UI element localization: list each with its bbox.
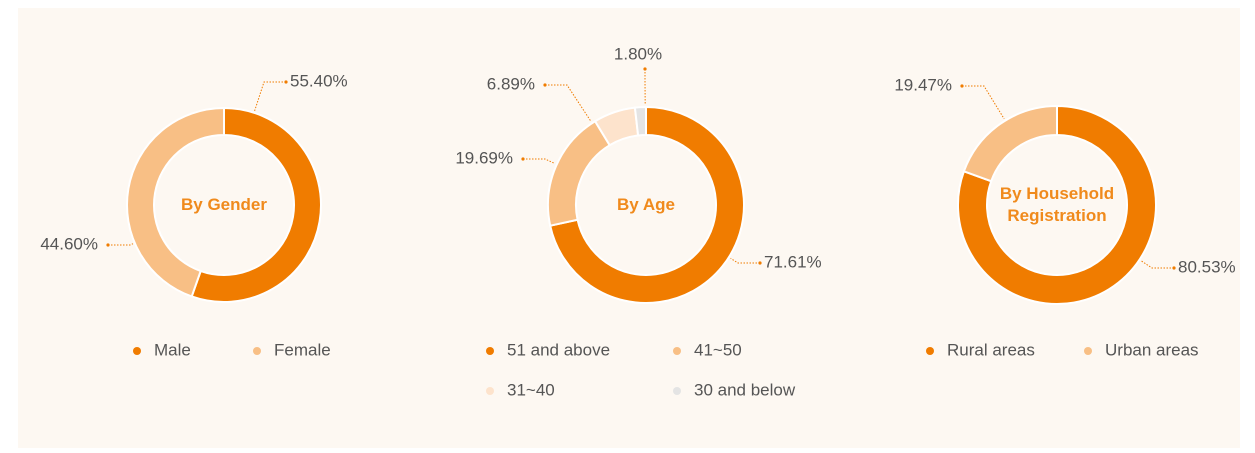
- leader-dot: [543, 83, 547, 87]
- legend-dot: [253, 347, 261, 355]
- leader-line: [1140, 260, 1174, 269]
- legend-label: 31~40: [507, 380, 555, 399]
- donut-title: By Gender: [181, 195, 267, 214]
- leader-dot: [106, 243, 110, 247]
- value-label: 19.69%: [455, 148, 513, 167]
- legend-dot: [1084, 347, 1092, 355]
- donut-segment: [190, 106, 322, 303]
- legend-label: 51 and above: [507, 340, 610, 359]
- leader-dot: [521, 157, 525, 161]
- leader-line: [108, 243, 134, 246]
- leader-line: [730, 257, 760, 264]
- panel: [18, 8, 1240, 448]
- leader-dot: [284, 80, 288, 84]
- legend-dot: [486, 347, 494, 355]
- donut-segment: [633, 105, 647, 137]
- value-label: 71.61%: [764, 252, 822, 271]
- legend-dot: [926, 347, 934, 355]
- legend-dot: [486, 387, 494, 395]
- donut-title: By Household Registration: [999, 184, 1115, 225]
- value-label: 55.40%: [290, 71, 348, 90]
- legend-label: Male: [154, 340, 191, 359]
- donut-segment: [962, 104, 1058, 183]
- leader-dot: [758, 261, 762, 265]
- legend-label: Rural areas: [947, 340, 1035, 359]
- donut-segment: [549, 105, 745, 304]
- value-label: 1.80%: [614, 44, 662, 63]
- donut-segment: [957, 104, 1157, 305]
- legend-label: Female: [274, 340, 331, 359]
- legend-label: 41~50: [694, 340, 742, 359]
- leader-dot: [960, 84, 964, 88]
- value-label: 80.53%: [1178, 257, 1236, 276]
- donut-segment: [126, 106, 225, 298]
- legend-label: 30 and below: [694, 380, 796, 399]
- leader-dot: [643, 67, 647, 71]
- value-label: 6.89%: [487, 74, 535, 93]
- leader-line: [254, 81, 286, 112]
- leader-line: [962, 85, 1005, 120]
- leader-line: [545, 84, 592, 122]
- leader-line: [523, 158, 556, 165]
- value-label: 44.60%: [40, 234, 98, 253]
- legend-dot: [673, 387, 681, 395]
- legend-dot: [133, 347, 141, 355]
- legend-label: Urban areas: [1105, 340, 1199, 359]
- legend-dot: [673, 347, 681, 355]
- value-label: 19.47%: [894, 75, 952, 94]
- leader-dot: [1172, 266, 1176, 270]
- donut-title: By Age: [617, 195, 675, 214]
